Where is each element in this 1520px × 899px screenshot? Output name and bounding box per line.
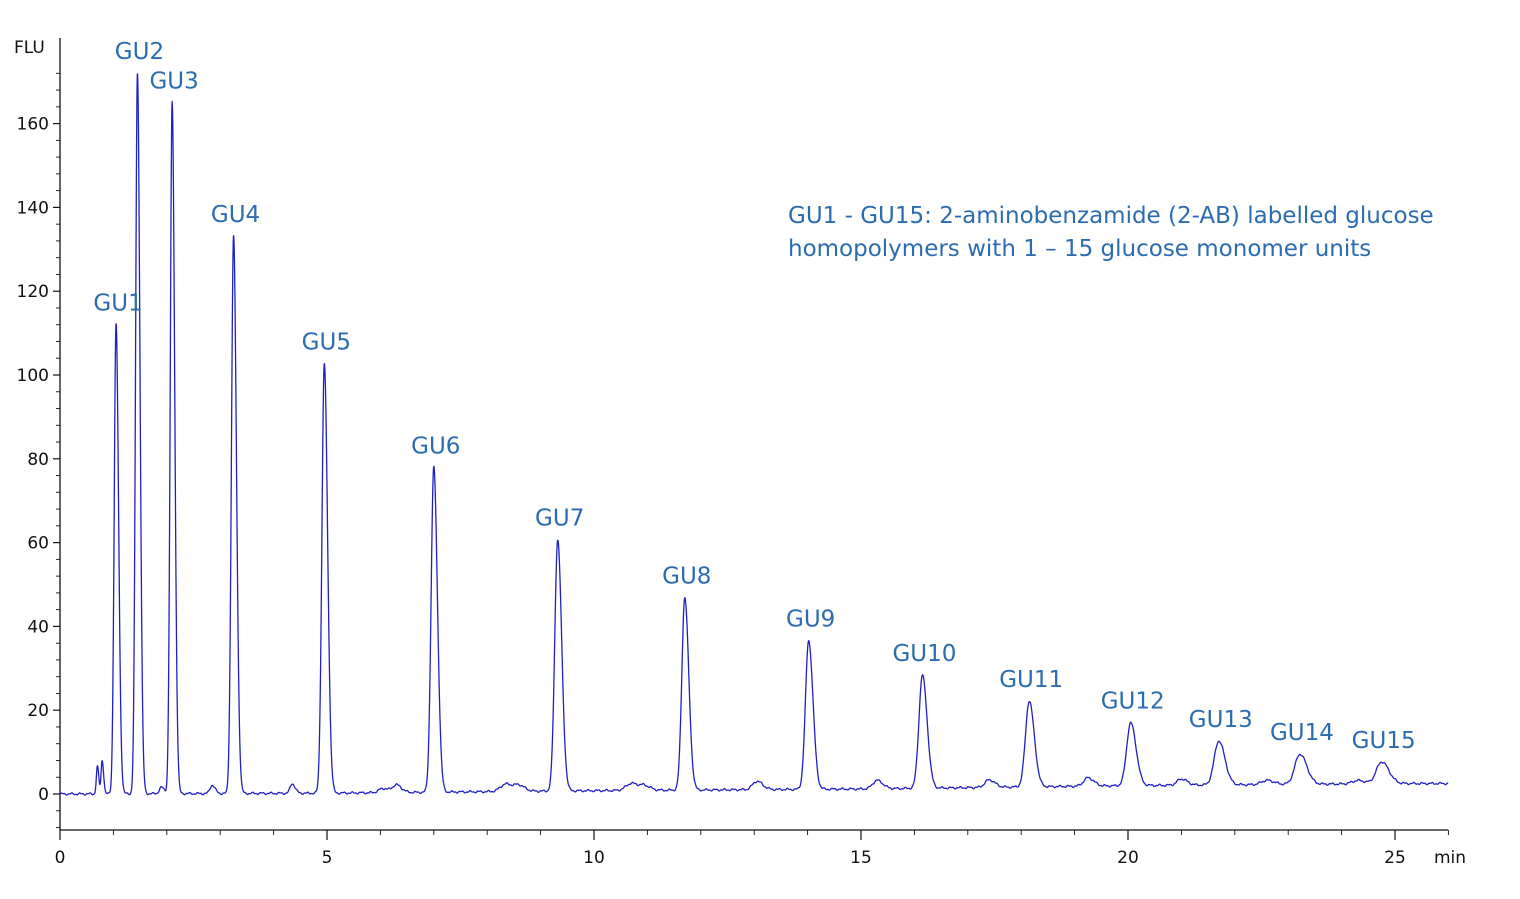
y-tick-label: 160	[17, 115, 49, 135]
peak-label-gu2: GU2	[115, 39, 164, 65]
peak-label-gu14: GU14	[1270, 720, 1334, 746]
peak-label-gu8: GU8	[662, 563, 711, 589]
peak-label-gu10: GU10	[892, 641, 956, 667]
annotation-line-1: GU1 - GU15: 2-aminobenzamide (2-AB) labe…	[788, 203, 1434, 229]
peak-label-gu3: GU3	[149, 68, 198, 94]
peak-label-gu12: GU12	[1101, 689, 1165, 715]
peak-label-gu7: GU7	[535, 506, 584, 532]
y-tick-label: 140	[17, 198, 49, 218]
chromatogram-trace	[59, 73, 1449, 796]
peak-label-gu13: GU13	[1189, 707, 1253, 733]
peak-label-gu5: GU5	[302, 330, 351, 356]
peak-label-gu1: GU1	[93, 291, 142, 317]
y-tick-label: 20	[27, 701, 49, 721]
axes: 0 20 40 60 80 100 120 140 160 0 5 10 15 20 25 FLU min	[14, 38, 1466, 868]
y-ticks: 0 20 40 60 80 100 120 140 160	[17, 72, 60, 828]
peak-label-gu15: GU15	[1352, 728, 1416, 754]
peak-label-gu11: GU11	[999, 667, 1063, 693]
annotation-block: GU1 - GU15: 2-aminobenzamide (2-AB) labe…	[788, 203, 1434, 262]
peak-label-gu4: GU4	[211, 202, 260, 228]
peak-label-gu9: GU9	[786, 607, 835, 633]
annotation-line-2: homopolymers with 1 – 15 glucose monomer…	[788, 236, 1371, 262]
x-tick-label: 5	[322, 848, 333, 868]
peak-labels: GU1 GU2 GU3 GU4 GU5 GU6 GU7 GU8 GU9 GU10 GU11 GU12 G…	[93, 39, 1415, 754]
y-tick-label: 40	[27, 617, 49, 637]
y-tick-label: 100	[17, 366, 49, 386]
x-tick-label: 0	[55, 848, 66, 868]
y-axis-label: FLU	[14, 38, 45, 58]
y-tick-label: 120	[17, 282, 49, 302]
y-tick-label: 0	[38, 785, 49, 805]
x-tick-label: 25	[1384, 848, 1406, 868]
y-tick-label: 80	[27, 450, 49, 470]
x-ticks: 0 5 10 15 20 25	[55, 830, 1449, 868]
x-axis-label: min	[1434, 848, 1466, 868]
x-tick-label: 10	[583, 848, 605, 868]
y-tick-label: 60	[27, 534, 49, 554]
peak-label-gu6: GU6	[411, 433, 460, 459]
x-tick-label: 15	[850, 848, 872, 868]
x-tick-label: 20	[1117, 848, 1139, 868]
